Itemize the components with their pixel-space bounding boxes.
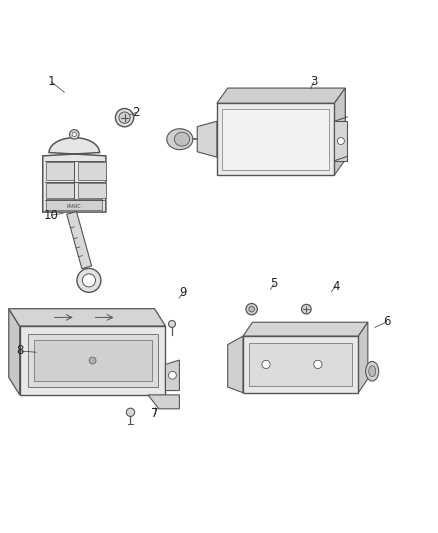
Ellipse shape bbox=[314, 360, 322, 368]
Ellipse shape bbox=[77, 269, 101, 292]
Text: 9: 9 bbox=[179, 286, 187, 299]
Polygon shape bbox=[217, 103, 334, 175]
Text: 5: 5 bbox=[271, 277, 278, 290]
Polygon shape bbox=[243, 322, 368, 336]
Polygon shape bbox=[9, 309, 20, 395]
Ellipse shape bbox=[119, 112, 130, 123]
Ellipse shape bbox=[169, 372, 177, 379]
Ellipse shape bbox=[72, 132, 77, 136]
Text: 7: 7 bbox=[151, 407, 159, 420]
Ellipse shape bbox=[82, 274, 95, 287]
Bar bbox=[46, 199, 102, 210]
Ellipse shape bbox=[246, 303, 257, 315]
Ellipse shape bbox=[369, 366, 376, 377]
Ellipse shape bbox=[366, 361, 379, 381]
Polygon shape bbox=[358, 322, 368, 393]
Text: 6: 6 bbox=[383, 316, 391, 328]
Polygon shape bbox=[43, 138, 106, 212]
Polygon shape bbox=[250, 343, 352, 386]
Polygon shape bbox=[67, 212, 92, 269]
Text: 1: 1 bbox=[48, 76, 55, 88]
Text: 2: 2 bbox=[133, 106, 140, 119]
Bar bbox=[46, 183, 74, 198]
Ellipse shape bbox=[262, 360, 270, 368]
Ellipse shape bbox=[249, 306, 254, 312]
Text: 8: 8 bbox=[16, 344, 23, 358]
Polygon shape bbox=[228, 336, 243, 393]
Ellipse shape bbox=[126, 408, 134, 416]
Ellipse shape bbox=[70, 130, 79, 139]
Text: 3: 3 bbox=[310, 76, 318, 88]
Text: 4: 4 bbox=[332, 280, 339, 293]
Polygon shape bbox=[34, 340, 152, 381]
Bar bbox=[78, 163, 106, 180]
Ellipse shape bbox=[116, 109, 134, 127]
Text: 10: 10 bbox=[44, 208, 59, 222]
Polygon shape bbox=[148, 395, 180, 409]
Ellipse shape bbox=[89, 357, 96, 364]
Polygon shape bbox=[166, 360, 180, 391]
Ellipse shape bbox=[302, 304, 311, 314]
Bar bbox=[78, 183, 106, 198]
Polygon shape bbox=[222, 109, 329, 170]
Polygon shape bbox=[243, 336, 358, 393]
Polygon shape bbox=[9, 309, 166, 326]
Polygon shape bbox=[28, 334, 158, 387]
Text: PANIC: PANIC bbox=[67, 204, 81, 209]
Polygon shape bbox=[20, 326, 166, 395]
Ellipse shape bbox=[167, 129, 193, 150]
Ellipse shape bbox=[169, 320, 176, 327]
Polygon shape bbox=[217, 88, 345, 103]
Bar bbox=[334, 121, 347, 161]
Ellipse shape bbox=[337, 138, 344, 144]
Polygon shape bbox=[197, 121, 217, 157]
Bar bbox=[46, 163, 74, 180]
Polygon shape bbox=[228, 88, 345, 160]
Ellipse shape bbox=[174, 132, 190, 146]
Polygon shape bbox=[334, 88, 345, 175]
